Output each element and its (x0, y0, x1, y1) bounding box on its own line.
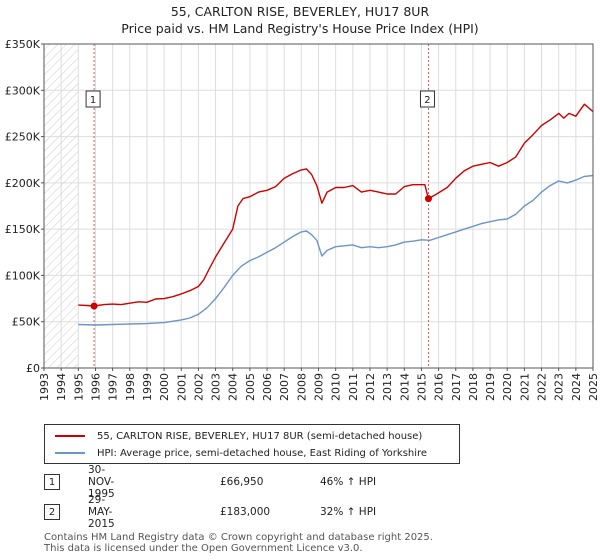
x-tick-label: 2000 (158, 373, 171, 401)
property-price-line (78, 103, 594, 307)
x-tick-label: 2017 (450, 373, 463, 401)
chart-subtitle: Price paid vs. HM Land Registry's House … (121, 21, 479, 36)
x-tick-label: 2003 (210, 373, 223, 401)
x-tick-label: 1993 (38, 373, 51, 401)
x-tick-label: 1995 (72, 373, 85, 401)
x-tick-label: 2008 (295, 373, 308, 401)
sale-date: 30-NOV-1995 (88, 464, 115, 500)
x-tick-label: 2016 (433, 373, 446, 401)
x-tick-label: 2005 (244, 373, 257, 401)
sale-marker-number: 2 (424, 95, 430, 106)
x-tick-label: 2007 (278, 373, 291, 401)
x-tick-label: 1997 (107, 373, 120, 401)
legend-item-hpi: HPI: Average price, semi-detached house,… (55, 445, 427, 461)
legend-label-property: 55, CARLTON RISE, BEVERLEY, HU17 8UR (se… (97, 430, 423, 442)
x-tick-label: 2023 (553, 373, 566, 401)
x-tick-label: 1998 (124, 373, 137, 401)
footer-licence: This data is licensed under the Open Gov… (44, 543, 363, 554)
y-tick-label: £100K (5, 269, 41, 282)
legend-swatch-property (55, 435, 85, 437)
x-tick-label: 2011 (347, 373, 360, 401)
y-tick-label: £250K (5, 131, 41, 144)
sale-badge: 2 (44, 504, 60, 520)
x-tick-label: 1994 (55, 373, 68, 401)
sale-hpi-change: 46% ↑ HPI (320, 476, 377, 488)
x-tick-label: 2010 (330, 373, 343, 401)
x-tick-label: 2012 (364, 373, 377, 401)
x-tick-label: 2006 (261, 373, 274, 401)
x-tick-label: 2020 (501, 373, 514, 401)
sale-marker-box (85, 90, 101, 108)
x-tick-label: 1996 (89, 373, 102, 401)
sale-point (90, 302, 98, 310)
chart-title: 55, CARLTON RISE, BEVERLEY, HU17 8UR (170, 4, 430, 19)
x-tick-label: 2025 (587, 373, 600, 401)
sale-marker-number: 1 (90, 95, 96, 106)
y-tick-label: £200K (5, 177, 41, 190)
y-tick-label: £300K (5, 84, 41, 97)
chart-legend: 55, CARLTON RISE, BEVERLEY, HU17 8UR (se… (44, 424, 460, 464)
sale-point (424, 195, 432, 203)
legend-label-hpi: HPI: Average price, semi-detached house,… (97, 447, 428, 459)
price-chart: 1 2 £0 £50K £100K £150K £200K £250K £300K £350K 1… (5, 38, 600, 401)
x-tick-label: 2009 (313, 373, 326, 401)
legend-item-property: 55, CARLTON RISE, BEVERLEY, HU17 8UR (se… (55, 428, 422, 444)
sale-badge: 1 (44, 474, 60, 490)
x-tick-label: 2018 (467, 373, 480, 401)
legend-swatch-hpi (55, 452, 85, 454)
sale-row: 1 30-NOV-1995 £66,950 46% ↑ HPI (44, 464, 376, 500)
x-tick-label: 2015 (415, 373, 428, 401)
sale-date: 29-MAY-2015 (88, 494, 115, 530)
sale-price: £66,950 (220, 476, 264, 488)
y-tick-label: £0 (26, 362, 40, 375)
sale-hpi-change: 32% ↑ HPI (320, 506, 377, 518)
x-tick-label: 2019 (484, 373, 497, 401)
x-tick-label: 2022 (536, 373, 549, 401)
sale-marker-box (419, 90, 435, 108)
x-tick-label: 2014 (398, 373, 411, 401)
y-tick-label: £50K (12, 316, 41, 329)
x-tick-label: 2024 (570, 373, 583, 401)
x-tick-label: 2001 (175, 373, 188, 401)
x-tick-label: 2002 (192, 373, 205, 401)
sale-price: £183,000 (220, 506, 271, 518)
hpi-line (78, 174, 594, 326)
footer-copyright: Contains HM Land Registry data © Crown c… (44, 532, 433, 543)
x-tick-label: 2013 (381, 373, 394, 401)
x-tick-label: 1999 (141, 373, 154, 401)
y-tick-label: £350K (5, 38, 41, 51)
y-tick-label: £150K (5, 223, 41, 236)
x-tick-label: 2021 (518, 373, 531, 401)
x-tick-label: 2004 (227, 373, 240, 401)
sale-row: 2 29-MAY-2015 £183,000 32% ↑ HPI (44, 494, 376, 530)
